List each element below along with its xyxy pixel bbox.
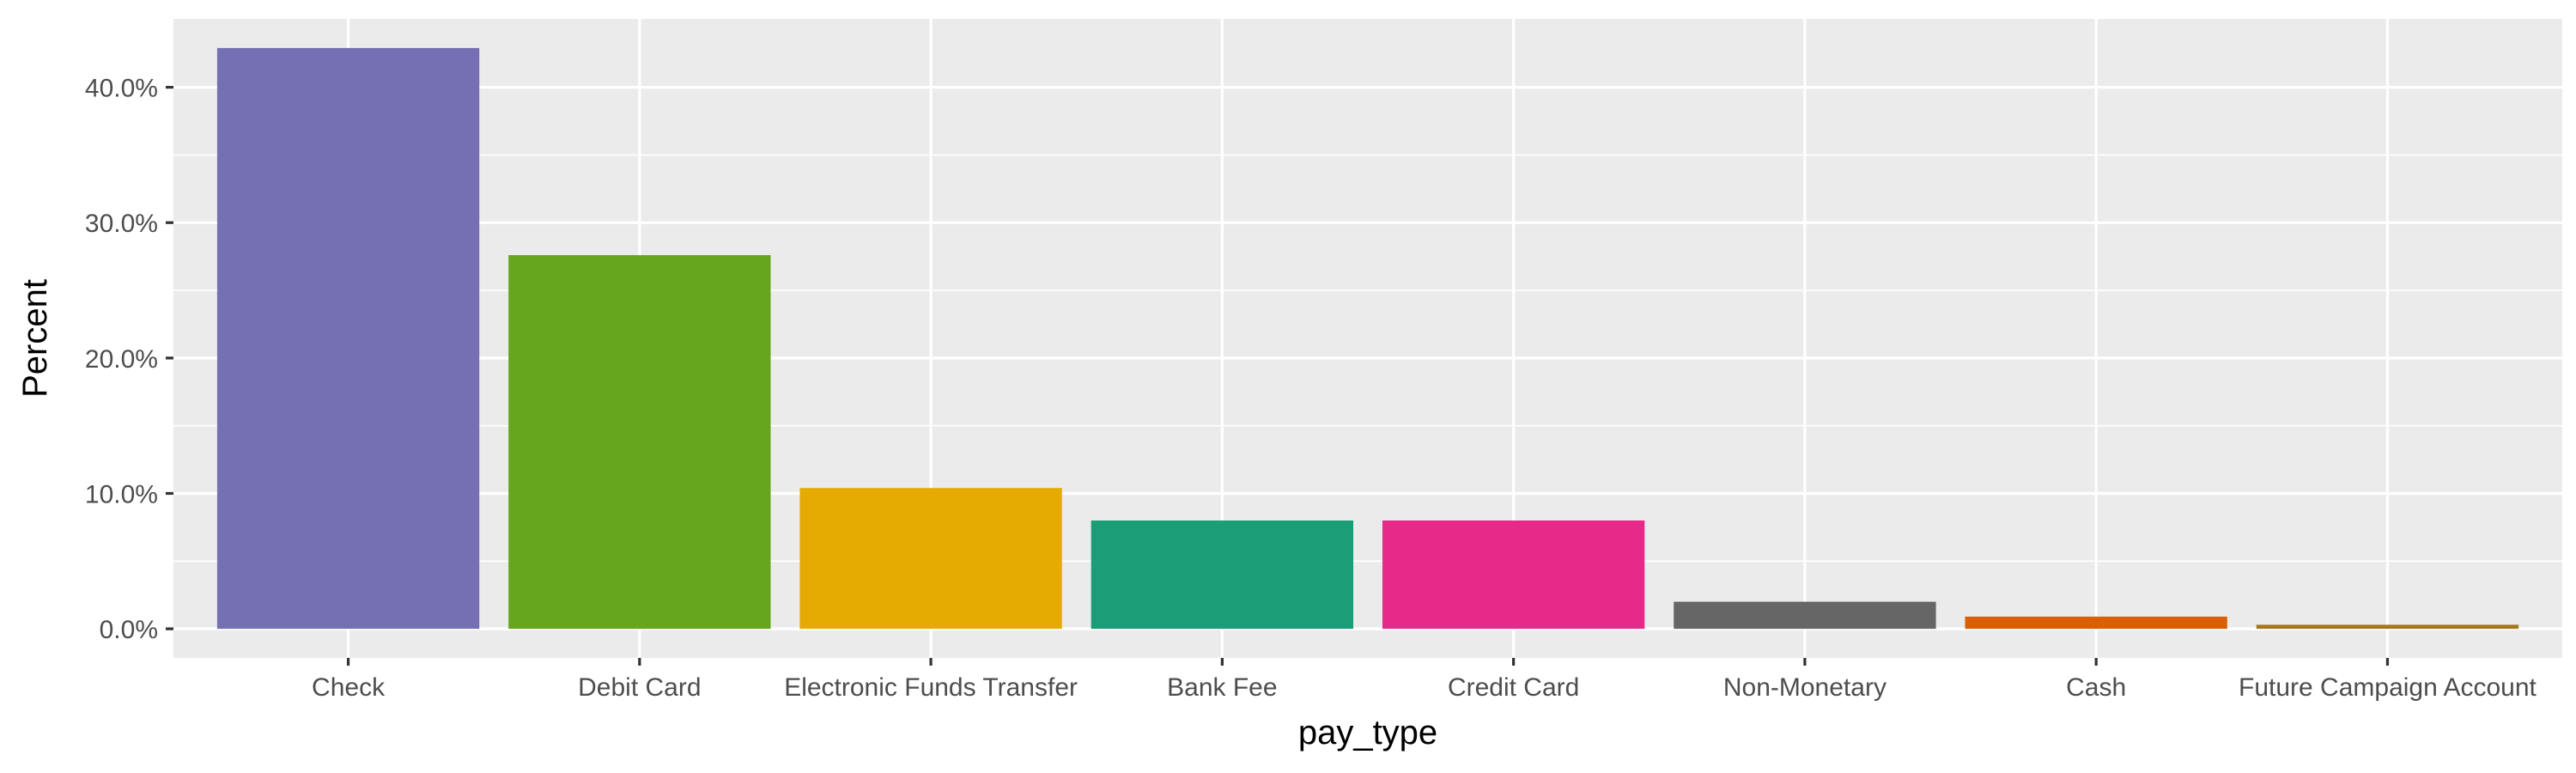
x-tick-label: Future Campaign Account [2239,673,2537,702]
bar [1091,520,1354,630]
bar [1965,616,2227,630]
y-axis: 0.0% 10.0% 20.0% 30.0% 40.0% [85,75,173,644]
x-tick-label: Bank Fee [1167,673,1277,702]
bar [2256,624,2519,630]
x-tick-label: Cash [2066,673,2126,702]
bar [799,488,1062,630]
x-tick-label: Non-Monetary [1723,673,1886,702]
y-tick-label: 10.0% [85,480,158,508]
x-tick-label: Check [312,673,386,702]
x-tick-label: Electronic Funds Transfer [784,673,1078,702]
x-tick-label: Debit Card [578,673,701,702]
x-axis-title: pay_type [1298,714,1437,752]
bar [1674,601,1936,630]
x-axis: Check Debit Card Electronic Funds Transfer… [312,658,2537,702]
bar [216,47,480,630]
bar [508,255,771,630]
bar [1382,520,1645,630]
x-tick-label: Credit Card [1448,673,1579,702]
y-axis-title: Percent [16,279,54,398]
y-tick-label: 20.0% [85,345,158,374]
y-tick-label: 30.0% [85,210,158,238]
y-tick-label: 40.0% [85,75,158,103]
bars [216,47,2519,630]
y-tick-label: 0.0% [100,616,158,644]
